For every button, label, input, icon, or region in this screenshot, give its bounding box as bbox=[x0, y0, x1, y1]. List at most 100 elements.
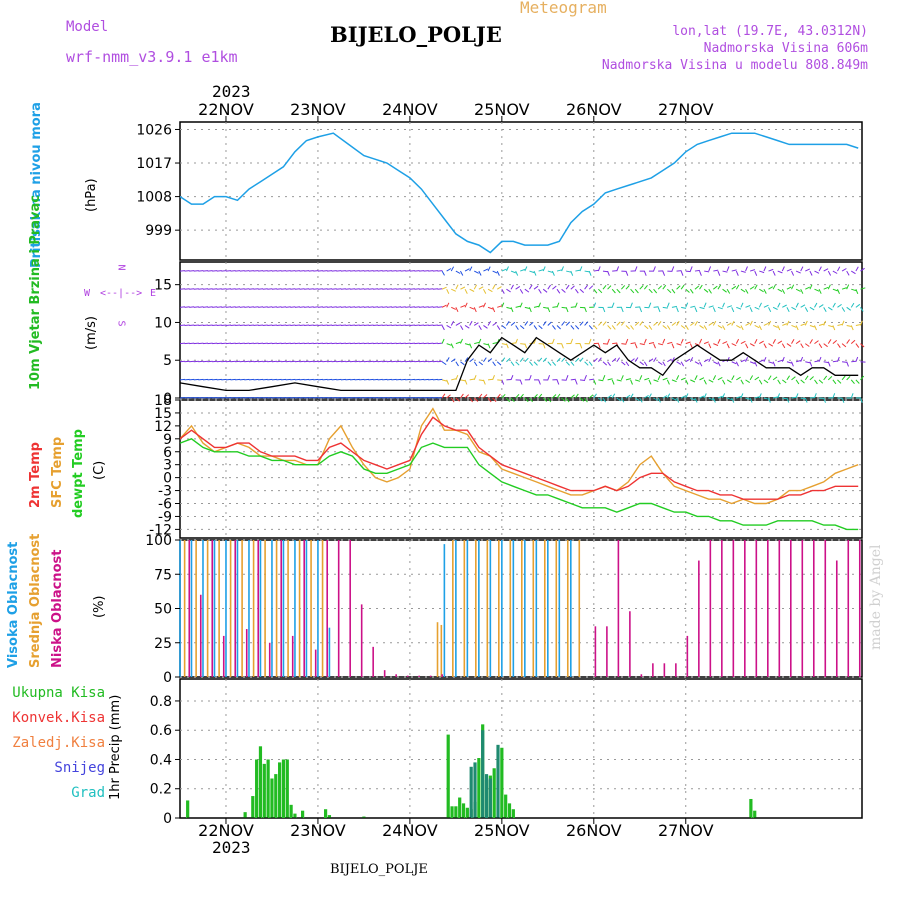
wind-barb bbox=[400, 288, 406, 290]
wind-barb bbox=[327, 288, 333, 290]
wind-barb bbox=[373, 360, 379, 363]
y-tick-label: 15 bbox=[154, 278, 172, 294]
wind-barb bbox=[487, 266, 491, 272]
wind-barb bbox=[496, 393, 501, 399]
wind-barb bbox=[584, 307, 587, 313]
wind-barb bbox=[657, 285, 663, 290]
wind-barb bbox=[501, 379, 505, 385]
wind-barb bbox=[740, 325, 744, 331]
wind-barb bbox=[478, 338, 482, 344]
wind-barb bbox=[542, 321, 547, 326]
wind-barb bbox=[722, 379, 726, 385]
wind-barb bbox=[676, 375, 680, 381]
wind-barb bbox=[749, 286, 755, 290]
wind-barb bbox=[667, 358, 672, 363]
wind-barb bbox=[860, 307, 864, 312]
wind-barb bbox=[336, 397, 342, 399]
wind-barb bbox=[837, 323, 843, 326]
wind-barb bbox=[450, 343, 454, 349]
wind-barb bbox=[685, 393, 689, 399]
wind-barb bbox=[299, 360, 305, 363]
wind-barb bbox=[524, 343, 528, 349]
wind-barb bbox=[643, 270, 647, 276]
wind-barb bbox=[685, 379, 689, 385]
sfc-temp-label: SFC Temp bbox=[50, 436, 65, 508]
wind-barb bbox=[602, 307, 606, 313]
wind-barb bbox=[487, 397, 492, 403]
wind-barb bbox=[538, 379, 541, 385]
wind-barb bbox=[804, 375, 809, 381]
wind-barb bbox=[446, 394, 451, 399]
wind-barb bbox=[708, 343, 712, 349]
wind-barb bbox=[731, 285, 737, 290]
y-tick-label: -9 bbox=[158, 509, 172, 525]
wind-barb bbox=[542, 397, 548, 402]
wind-barb bbox=[680, 325, 686, 329]
wind-barb bbox=[441, 338, 445, 344]
precip-bar bbox=[278, 762, 282, 818]
wind-barb bbox=[593, 288, 598, 294]
wind-barb bbox=[772, 306, 778, 310]
wind-barb bbox=[547, 361, 552, 366]
wind-barb bbox=[271, 306, 277, 308]
wind-barb bbox=[528, 307, 532, 313]
wind-barb bbox=[474, 270, 479, 274]
wind-barb bbox=[772, 284, 776, 290]
wind-barb bbox=[281, 360, 287, 363]
wind-barb bbox=[386, 342, 392, 345]
wind-barb bbox=[639, 375, 643, 381]
wind-barb bbox=[230, 397, 236, 399]
wind-barb bbox=[419, 397, 425, 399]
wind-barb bbox=[542, 357, 547, 363]
wind-barb bbox=[749, 343, 755, 347]
wind-barb bbox=[423, 306, 429, 308]
cloud-unit: (%) bbox=[92, 595, 107, 619]
wind-barb bbox=[791, 325, 797, 328]
wind-barb bbox=[644, 325, 649, 330]
wind-barb bbox=[593, 325, 598, 330]
wind-barb bbox=[235, 306, 241, 308]
wind-barb bbox=[202, 306, 209, 308]
wind-barb bbox=[818, 356, 822, 362]
wind-barb bbox=[396, 342, 402, 345]
wind-barb bbox=[391, 288, 397, 290]
wind-barb bbox=[230, 342, 236, 345]
wind-barb bbox=[368, 306, 374, 308]
wind-barb bbox=[524, 397, 529, 403]
wind-barb bbox=[671, 357, 675, 362]
wind-barb bbox=[519, 302, 523, 308]
wind-barb bbox=[726, 343, 730, 349]
x-tick-label-top: 25NOV bbox=[474, 100, 530, 119]
wind-barb bbox=[207, 288, 213, 290]
wind-barb bbox=[359, 360, 365, 363]
wind-barb bbox=[244, 306, 250, 308]
wind-barb bbox=[561, 343, 564, 349]
panel-frame bbox=[179, 121, 863, 261]
wind-barb bbox=[478, 286, 484, 290]
wind-barb bbox=[667, 341, 673, 345]
wind-barb bbox=[487, 288, 493, 293]
wind-barb bbox=[221, 306, 227, 308]
wind-barb bbox=[179, 288, 186, 290]
wind-barb bbox=[827, 284, 831, 290]
wind-barb bbox=[828, 324, 834, 328]
wind-barb bbox=[607, 378, 613, 381]
wind-barb bbox=[450, 397, 455, 403]
precip-bar bbox=[327, 815, 332, 818]
wind-barb bbox=[634, 321, 640, 326]
precip-bar bbox=[362, 816, 366, 818]
wind-barb bbox=[680, 270, 684, 276]
wind-barb bbox=[768, 361, 774, 364]
wind-barb bbox=[496, 270, 500, 276]
wind-barb bbox=[386, 306, 392, 308]
wind-barb bbox=[221, 342, 227, 345]
wind-barb bbox=[267, 306, 273, 308]
wind-barb bbox=[455, 322, 461, 326]
wind-barb bbox=[745, 266, 748, 272]
wind-barb bbox=[244, 397, 250, 399]
wind-barb bbox=[575, 357, 580, 363]
wind-barb bbox=[230, 288, 236, 290]
wind-barb bbox=[717, 395, 723, 399]
wind-barb bbox=[552, 285, 557, 290]
wind-barb bbox=[506, 357, 511, 363]
